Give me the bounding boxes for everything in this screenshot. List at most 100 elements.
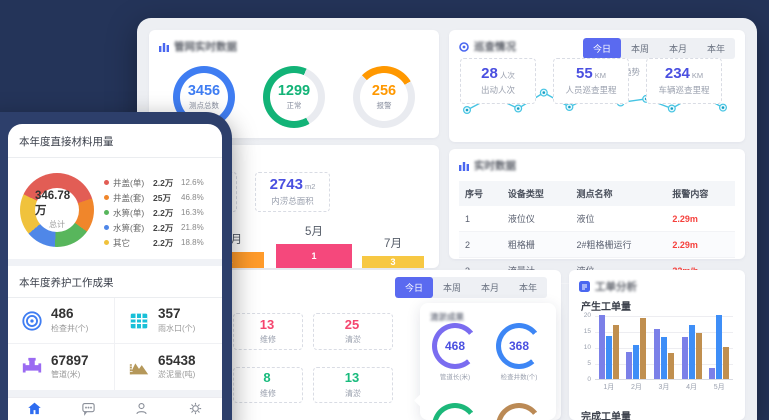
bar-group <box>623 316 651 379</box>
section-divider <box>8 390 222 397</box>
popover-title: 清淤成果 <box>430 312 465 322</box>
patrol-card: 巡查情况 今日 本周 本月 本年 28 人次 出动人次 55 KM 人员巡查里程 234 KM 车辆巡… <box>449 30 745 142</box>
phone-tabbar: 首页消息我的设置 <box>8 397 222 420</box>
stat-label: 维修 <box>260 335 276 345</box>
stat-label: 清淤 <box>345 335 361 345</box>
maintenance-title: 本年度养护工作成果 <box>8 266 222 298</box>
ring-value: 1299 <box>277 83 311 99</box>
stat-label: 人员巡查里程 <box>565 85 617 96</box>
chart-section-title: 完成工单量 <box>581 412 631 420</box>
maintenance-stat: 357 雨水口(个) <box>115 298 222 344</box>
bar <box>633 345 640 379</box>
legend-dot <box>104 225 109 230</box>
month-bar: 1 <box>276 244 352 268</box>
legend-item: 井盖(单) 2.2万 12.6% <box>104 175 204 190</box>
tab-本周[interactable]: 本周 <box>442 283 461 293</box>
tabbar-item-我的[interactable]: 我的 <box>115 401 169 420</box>
table-header: 报警内容 <box>666 181 735 206</box>
bar <box>626 351 633 379</box>
tab-本年[interactable]: 本年 <box>518 283 537 293</box>
bar <box>598 315 605 379</box>
tab-本月[interactable]: 本月 <box>668 44 687 54</box>
maintenance-stats-grid: 486 检查井(个) 357 雨水口(个) 67897 管道(米) 65438 淤泥量(吨) <box>8 298 222 390</box>
gauge-value <box>501 408 537 420</box>
period-tabs: 今日 本周 本月 本年 <box>394 277 547 298</box>
bar-group <box>705 315 733 379</box>
material-usage-card: 346.78万 总计 井盖(单) 2.2万 12.6% 井盖(套) 25万 46.8% 水箅… <box>8 158 222 259</box>
legend-dot <box>104 195 109 200</box>
legend-dot <box>104 210 109 215</box>
gauge-value: 368 <box>501 328 537 364</box>
y-axis-tick: 5 <box>587 360 591 367</box>
card-title: 管网实时数据 <box>174 41 237 53</box>
bar <box>723 347 730 379</box>
chart-x-labels: 1月 2月 3月 4月 5月 <box>603 384 725 391</box>
gauge: 468 管道长(米) <box>424 323 486 381</box>
legend-item: 其它 2.2万 18.8% <box>104 235 204 250</box>
ring-value: 256 <box>371 83 397 99</box>
stat-value: 8 <box>263 370 271 386</box>
bar <box>681 337 688 379</box>
home-icon <box>27 401 42 420</box>
chart-section-title: 产生工单量 <box>581 302 631 313</box>
stat-box: 8 维修 <box>233 367 303 403</box>
tabbar-item-消息[interactable]: 消息 <box>62 401 116 420</box>
bar-group <box>678 316 706 379</box>
tab-本月[interactable]: 本月 <box>480 283 499 293</box>
bar-group <box>595 315 623 379</box>
stat-value: 65438 <box>158 352 196 368</box>
grate-icon <box>128 310 150 332</box>
gauge-label: 检查井数(个) <box>500 374 538 381</box>
stat-value: 25 <box>344 316 360 332</box>
y-axis-tick: 0 <box>587 376 591 383</box>
tabbar-item-设置[interactable]: 设置 <box>169 401 223 420</box>
y-axis-tick: 15 <box>583 328 591 335</box>
ring-label: 测点总数 <box>189 101 219 110</box>
table-row: 1 液位仪 液位 2.29m <box>459 206 735 232</box>
gauge: 368 检查井数(个) <box>488 323 550 381</box>
gauge-value <box>437 408 473 420</box>
period-tabs: 今日 本周 本月 本年 <box>582 38 735 59</box>
legend-item: 水箅(套) 2.2万 21.8% <box>104 220 204 235</box>
month-bar: 3 <box>362 256 424 268</box>
tab-今日[interactable]: 今日 <box>394 277 433 298</box>
bar <box>695 332 702 379</box>
maintenance-stat: 65438 淤泥量(吨) <box>115 344 222 390</box>
tab-本周[interactable]: 本周 <box>630 44 649 54</box>
y-axis-tick: 10 <box>583 344 591 351</box>
pipe-icon <box>21 356 43 378</box>
dredge-results-popover: 清淤成果 468 管道长(米) 368 检查井数(个) <box>420 303 556 420</box>
ring-label: 正常 <box>286 101 302 110</box>
stat-value: 28 人次 <box>481 64 515 82</box>
bar <box>640 318 647 379</box>
stat-box: 234 KM 车辆巡查里程 <box>646 58 722 104</box>
tabbar-item-首页[interactable]: 首页 <box>8 401 62 420</box>
stat-box: 2743 m2 内涝总面积 <box>255 172 330 212</box>
donut-legend: 井盖(单) 2.2万 12.6% 井盖(套) 25万 46.8% 水箅(单) 2.2万 16.3… <box>104 175 204 250</box>
legend-item: 井盖(套) 25万 46.8% <box>104 190 204 205</box>
bar-chart-icon <box>459 161 469 171</box>
month-label: 7月 <box>384 238 402 250</box>
card-title: 实时数据 <box>474 160 516 172</box>
ring-value: 3456 <box>187 83 221 99</box>
stat-value: 13 <box>344 370 360 386</box>
gauge-label: 管道长(米) <box>439 374 471 381</box>
bar <box>653 329 660 379</box>
chat-icon <box>81 401 96 420</box>
bar <box>688 324 695 379</box>
stat-box: 13 清淤 <box>313 367 393 403</box>
stat-box: 25 清淤 <box>313 313 393 350</box>
stat-value: 234 KM <box>664 64 704 82</box>
stat-label: 清淤 <box>345 388 361 398</box>
tab-今日[interactable]: 今日 <box>582 38 621 59</box>
material-donut-chart: 346.78万 总计 <box>20 173 94 247</box>
table-header: 设备类型 <box>501 181 571 206</box>
user-icon <box>134 401 149 420</box>
stat-label: 出动人次 <box>480 85 515 96</box>
stat-label: 检查井(个) <box>51 323 89 333</box>
stat-label: 雨水口(个) <box>158 323 196 333</box>
tab-本年[interactable]: 本年 <box>706 44 725 54</box>
donut-total-value: 346.78万 <box>35 190 71 217</box>
manhole-icon <box>21 310 43 332</box>
